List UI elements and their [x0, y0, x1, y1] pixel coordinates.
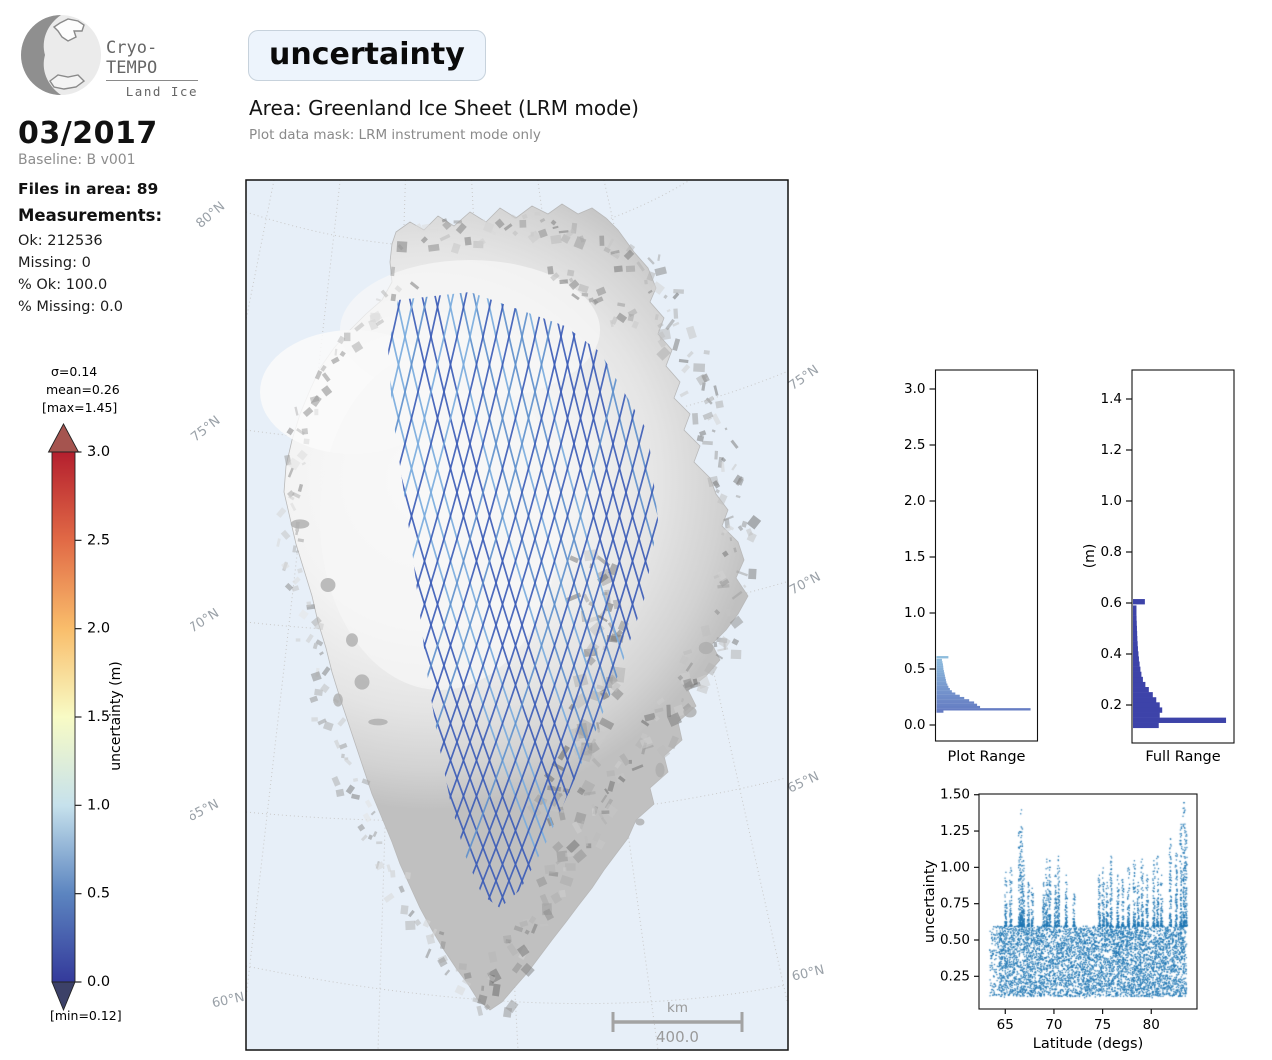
measurements-heading: Measurements:: [18, 206, 163, 225]
svg-text:Latitude (degs): Latitude (degs): [1033, 1036, 1144, 1052]
svg-text:0.0: 0.0: [904, 717, 925, 733]
colorbar-gradient-bar: [51, 451, 76, 983]
svg-text:65°N: 65°N: [190, 797, 221, 825]
svg-text:60°N: 60°N: [211, 990, 246, 1011]
uncertainty-vs-latitude-axes: 65 70 75 80 0.25 0.50 0.75 1.00 1.25 1.50 Latitude…: [922, 787, 1198, 1052]
svg-text:0.8: 0.8: [1101, 544, 1122, 560]
stat-pct-ok: % Ok: 100.0: [18, 277, 108, 293]
svg-text:0.2: 0.2: [1101, 697, 1122, 713]
greenland-outline-icon: [52, 18, 85, 42]
brand-name: Cryo-TEMPO: [106, 38, 158, 78]
svg-text:65°N: 65°N: [785, 769, 821, 796]
svg-text:2.5: 2.5: [904, 437, 925, 453]
svg-text:0.4: 0.4: [1101, 646, 1122, 662]
svg-text:0.25: 0.25: [940, 968, 970, 984]
cryo-tempo-logo: [21, 15, 101, 95]
svg-text:1.5: 1.5: [87, 709, 110, 725]
crescent-icon: [21, 15, 61, 95]
antarctica-outline-icon: [49, 74, 86, 90]
svg-text:3.0: 3.0: [904, 381, 925, 397]
svg-text:70°N: 70°N: [190, 606, 222, 636]
full-range-histogram: 0.2 0.4 0.6 0.8 1.0 1.2 1.4 Full Range (m): [1082, 369, 1235, 765]
svg-text:1.50: 1.50: [940, 787, 970, 803]
svg-text:Full Range: Full Range: [1145, 749, 1220, 765]
svg-text:1.0: 1.0: [904, 605, 925, 621]
svg-text:80: 80: [1143, 1017, 1160, 1033]
brand-rule: [106, 80, 198, 81]
svg-text:60°N: 60°N: [791, 963, 826, 985]
stat-pct-missing: % Missing: 0.0: [18, 299, 124, 315]
svg-text:1.0: 1.0: [87, 797, 110, 813]
svg-text:70°N: 70°N: [787, 570, 823, 599]
svg-text:3.0: 3.0: [87, 444, 110, 460]
baseline-label: Baseline: B v001: [18, 152, 136, 168]
svg-text:400.0: 400.0: [656, 1028, 699, 1046]
stat-missing: Missing: 0: [18, 255, 91, 271]
svg-text:uncertainty: uncertainty: [922, 859, 938, 943]
svg-text:0.5: 0.5: [904, 661, 925, 677]
svg-text:1.5: 1.5: [904, 549, 925, 565]
svg-text:1.00: 1.00: [940, 859, 970, 875]
svg-text:75°N: 75°N: [190, 413, 223, 445]
svg-text:75: 75: [1094, 1017, 1111, 1033]
map-frame: [245, 179, 789, 1051]
colorbar-over-arrow: [47, 423, 80, 453]
svg-text:2.5: 2.5: [87, 532, 110, 548]
uncertainty-vs-latitude-points: [979, 794, 1197, 1009]
colorbar-under-arrow: [51, 981, 76, 1012]
colorbar-min: [min=0.12]: [50, 1008, 122, 1023]
colorbar-max: [max=1.45]: [42, 400, 117, 415]
stat-ok: Ok: 212536: [18, 233, 103, 249]
map-scalebar: km 400.0: [611, 1000, 744, 1046]
svg-text:0.0: 0.0: [87, 974, 110, 990]
colorbar: σ=0.14 mean=0.26 [max=1.45] 3.0 2.5 2.0 1.5…: [42, 364, 124, 1023]
svg-text:2.0: 2.0: [87, 621, 110, 637]
period-label: 03/2017: [18, 116, 158, 151]
metric-title-box: uncertainty: [248, 30, 486, 81]
svg-text:2.0: 2.0: [904, 493, 925, 509]
colorbar-mean: mean=0.26: [46, 382, 120, 397]
plot-range-histogram: 0.0 0.5 1.0 1.5 2.0 2.5 3.0 Plot Range: [904, 369, 1039, 765]
svg-text:0.50: 0.50: [940, 932, 970, 948]
svg-text:(m): (m): [1082, 544, 1098, 569]
logo-text: Cryo-TEMPO Land Ice: [106, 38, 198, 99]
svg-text:km: km: [667, 1000, 688, 1016]
svg-text:1.0: 1.0: [1101, 493, 1122, 509]
colorbar-sigma: σ=0.14: [51, 364, 97, 379]
svg-text:1.4: 1.4: [1101, 391, 1122, 407]
svg-text:1.2: 1.2: [1101, 442, 1122, 458]
colorbar-ticks: 3.0 2.5 2.0 1.5 1.0 0.5 0.0: [75, 444, 110, 990]
files-in-area: Files in area: 89: [18, 180, 159, 198]
svg-text:70: 70: [1045, 1017, 1062, 1033]
svg-text:1.25: 1.25: [940, 823, 970, 839]
mask-note: Plot data mask: LRM instrument mode only: [249, 127, 541, 143]
coastal-relief-texture: [276, 212, 762, 1018]
svg-text:Plot Range: Plot Range: [948, 749, 1026, 765]
colorbar-axis-label: uncertainty (m): [108, 661, 124, 770]
svg-text:0.6: 0.6: [1101, 595, 1122, 611]
svg-text:0.75: 0.75: [940, 896, 970, 912]
brand-subtitle: Land Ice: [125, 84, 198, 99]
svg-text:80°N: 80°N: [193, 199, 228, 232]
area-title: Area: Greenland Ice Sheet (LRM mode): [249, 96, 639, 120]
svg-text:0.5: 0.5: [87, 886, 110, 902]
svg-text:65: 65: [997, 1017, 1014, 1033]
svg-text:75°N: 75°N: [786, 363, 821, 394]
greenland-map: km 400.0 80°N 75°N 70°N 65°N 60°N 75°N 70°N 65°N…: [190, 179, 826, 1051]
